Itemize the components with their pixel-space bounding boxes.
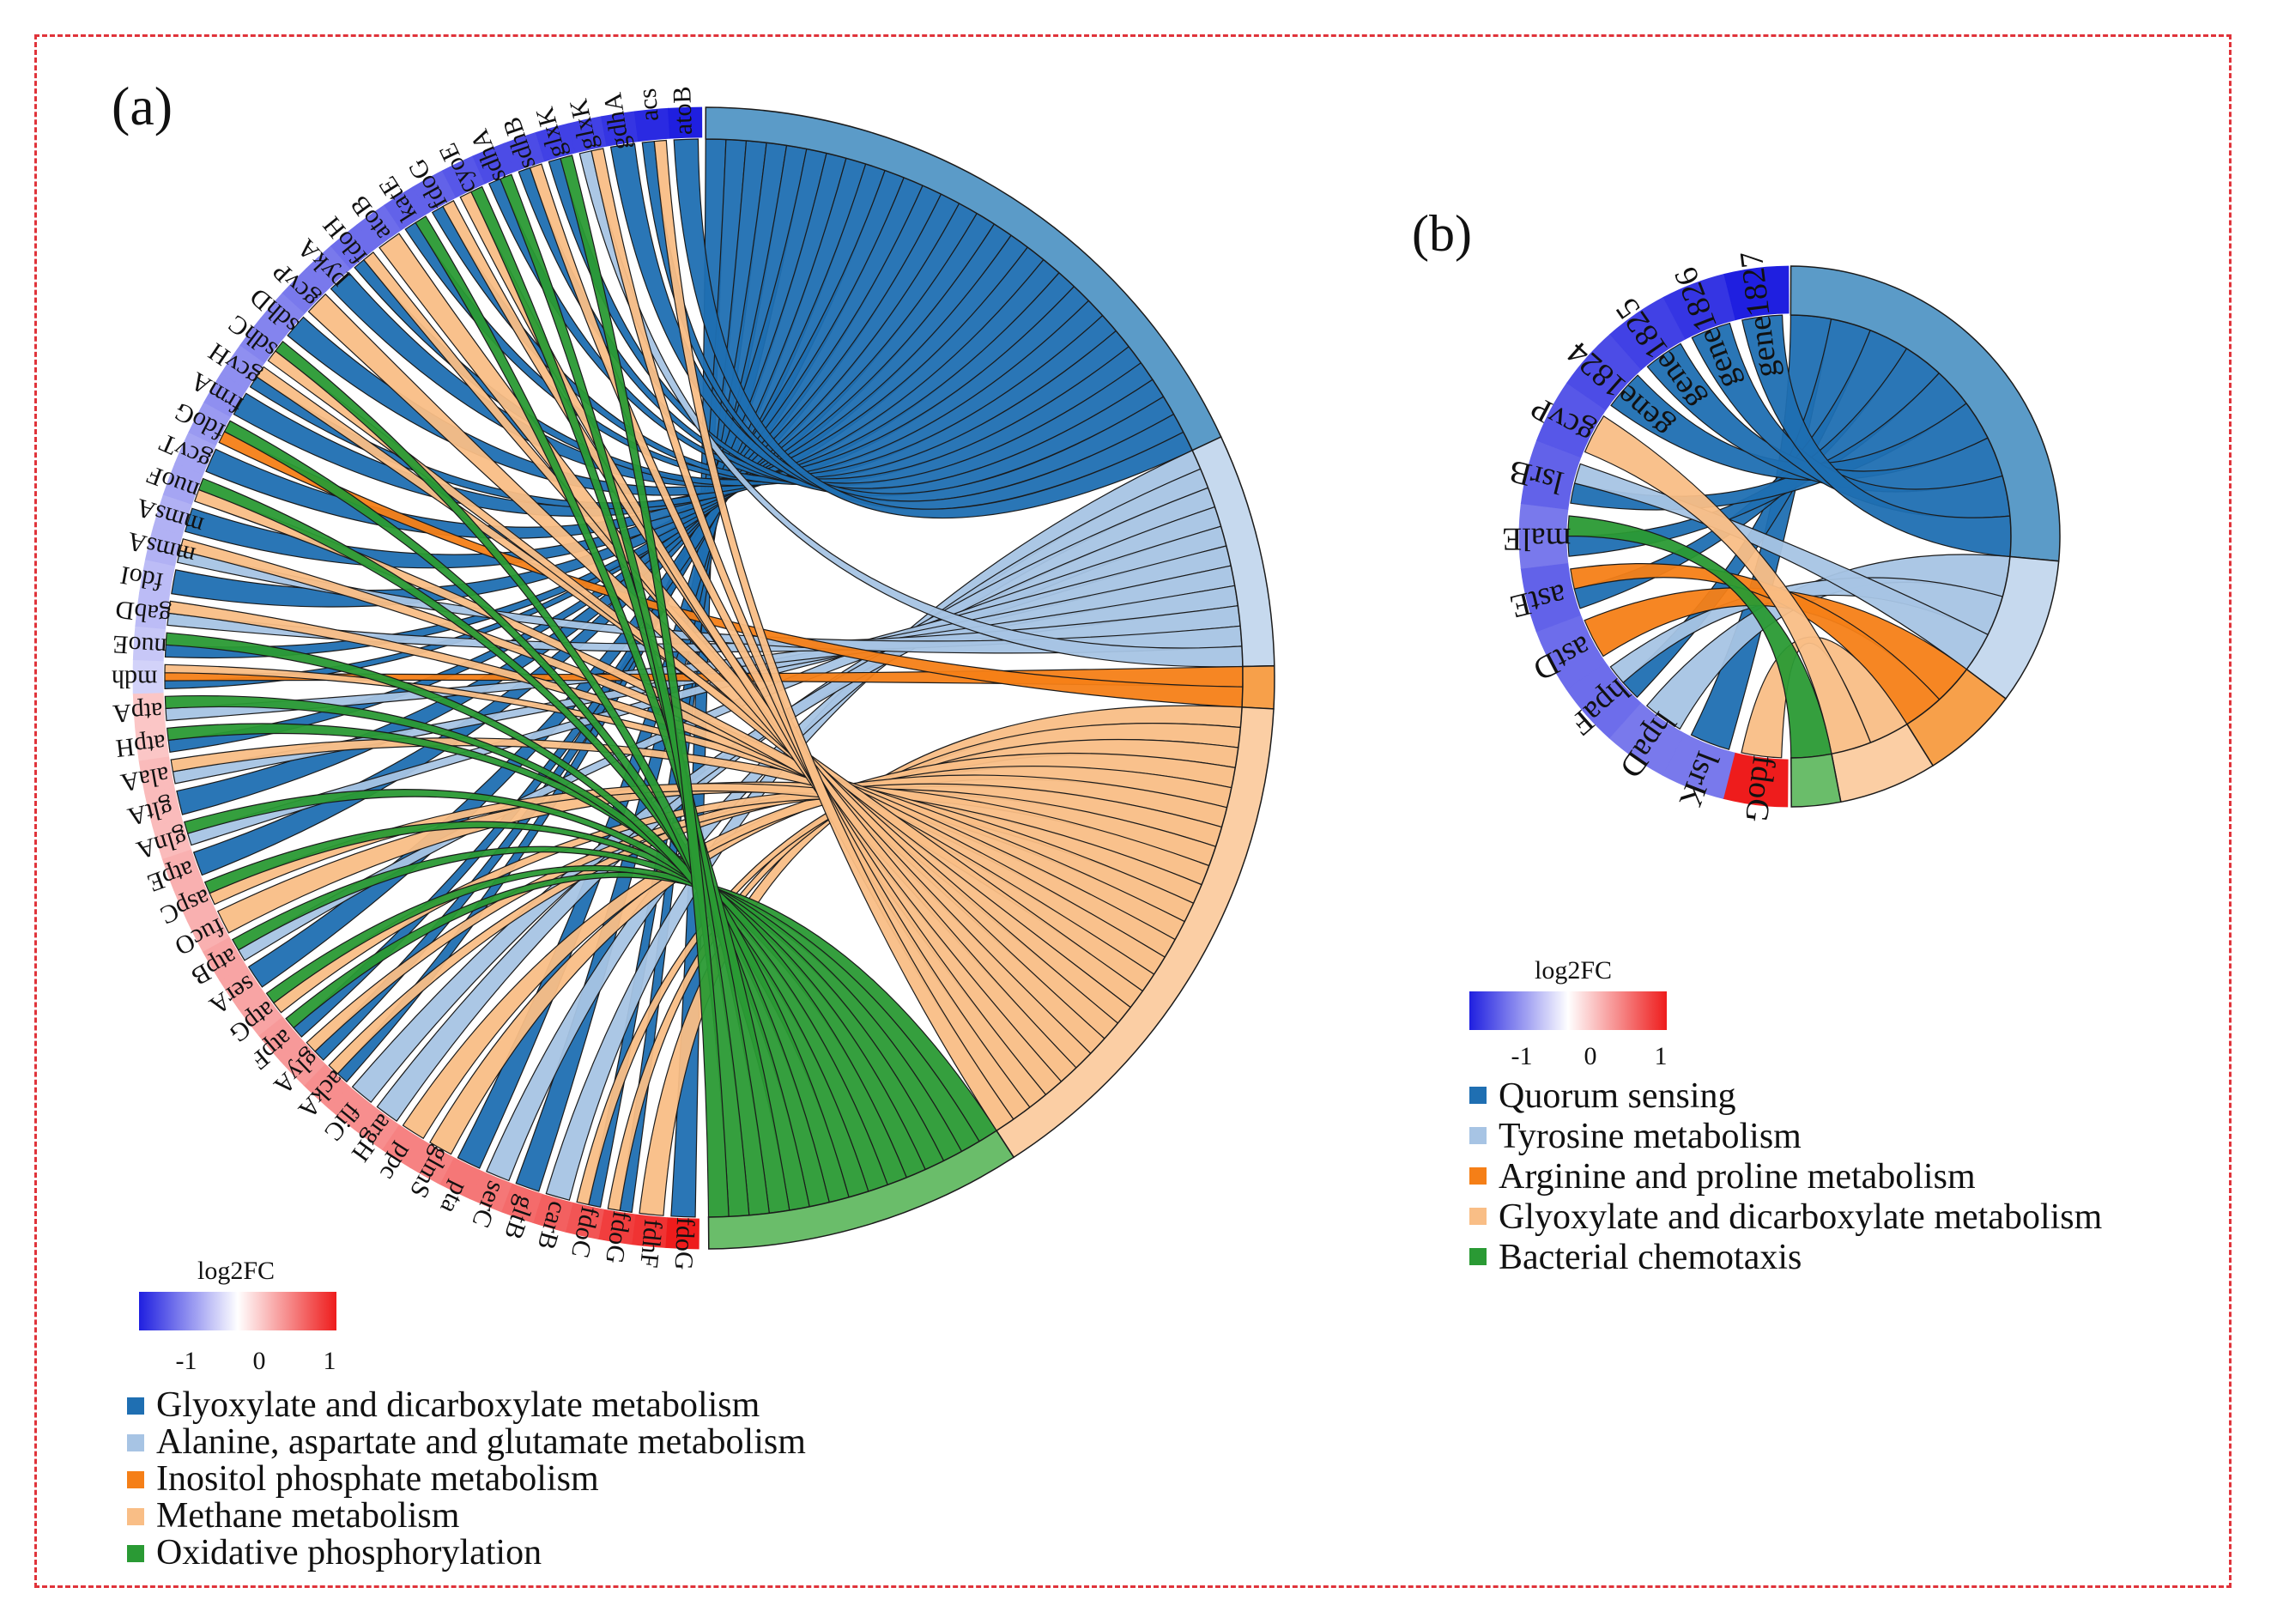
panel-b-pathway-arcs xyxy=(1790,265,2061,808)
colorbar-tick: 1 xyxy=(1655,1042,1668,1070)
legend-item: Arginine and proline metabolism xyxy=(1469,1157,1976,1197)
legend-swatch xyxy=(127,1434,144,1451)
legend-swatch xyxy=(1469,1087,1487,1104)
panel-a-colorbar: log2FC -1 0 1 xyxy=(139,1257,336,1375)
pathway-arc xyxy=(1241,664,1275,710)
panel-a-label: (a) xyxy=(112,76,173,136)
legend-swatch xyxy=(1469,1208,1487,1225)
panel-a: (a) fdoGfdhFfdoGfdoCcarBgltBserCptaglmSp… xyxy=(112,76,1275,1572)
chord-ribbon xyxy=(1573,463,1989,670)
legend-label: Arginine and proline metabolism xyxy=(1499,1157,1976,1197)
chord-ribbon xyxy=(578,150,1244,668)
legend-item: Methane metabolism xyxy=(127,1496,460,1536)
panel-a-gene-ring: fdoGfdhFfdoGfdoCcarBgltBserCptaglmSppcar… xyxy=(112,86,703,1270)
gene-label: atpH xyxy=(114,729,167,763)
legend-label: Quorum sensing xyxy=(1499,1076,1736,1116)
legend-label: Glyoxylate and dicarboxylate metabolism xyxy=(156,1385,760,1425)
colorbar-tick: 0 xyxy=(1584,1042,1597,1070)
chord-ribbon xyxy=(1741,314,2012,558)
chord-ribbon xyxy=(560,155,730,1218)
legend-label: Tyrosine metabolism xyxy=(1499,1117,1802,1156)
legend-item: Glyoxylate and dicarboxylate metabolism xyxy=(1469,1197,2103,1237)
legend-swatch xyxy=(127,1397,144,1415)
panel-b-gene-ring: fdoGlsrKhpaDhpaFastDastEmalElsrBgcvPgene… xyxy=(1502,249,1790,825)
legend-item: Quorum sensing xyxy=(1469,1076,1736,1116)
colorbar-title: log2FC xyxy=(1535,956,1612,985)
colorbar-tick: 0 xyxy=(253,1347,266,1375)
legend-label: Glyoxylate and dicarboxylate metabolism xyxy=(1499,1197,2103,1237)
chord-ribbon xyxy=(673,138,1193,519)
chord-ribbon xyxy=(1567,515,1832,759)
gene-segment xyxy=(667,106,703,139)
gene-segment xyxy=(1723,265,1790,321)
panel-b-colorbar: log2FC -1 0 1 xyxy=(1469,956,1668,1070)
colorbar-title: log2FC xyxy=(197,1257,275,1285)
legend-label: Alanine, aspartate and glutamate metabol… xyxy=(156,1422,806,1462)
colorbar-gradient xyxy=(139,1292,336,1330)
gene-label: acs xyxy=(633,88,664,123)
legend-swatch xyxy=(1469,1248,1487,1265)
gene-label: nuoE xyxy=(112,630,167,662)
legend-label: Methane metabolism xyxy=(156,1496,460,1536)
legend-swatch xyxy=(1469,1167,1487,1185)
gene-label: atoB xyxy=(668,86,698,136)
legend-item: Alanine, aspartate and glutamate metabol… xyxy=(127,1422,806,1462)
legend-item: Bacterial chemotaxis xyxy=(1469,1238,1802,1277)
chord-ribbon xyxy=(1584,415,1872,755)
colorbar-tick: 1 xyxy=(324,1347,336,1375)
panel-b-label: (b) xyxy=(1412,205,1472,262)
legend-swatch xyxy=(127,1471,144,1488)
legend-swatch xyxy=(127,1545,144,1562)
pathway-arc xyxy=(707,1130,1015,1250)
panel-a-chords xyxy=(164,138,1244,1218)
gene-label: malE xyxy=(1502,521,1571,557)
colorbar-tick: -1 xyxy=(1511,1042,1533,1070)
legend-item: Tyrosine metabolism xyxy=(1469,1117,1802,1156)
gene-label: fdoG xyxy=(1738,754,1783,825)
panel-b-legend: Quorum sensing Tyrosine metabolism Argin… xyxy=(1469,1076,2103,1277)
pathway-arc xyxy=(1790,753,1842,808)
legend-item: Glyoxylate and dicarboxylate metabolism xyxy=(127,1385,760,1425)
legend-item: Inositol phosphate metabolism xyxy=(127,1459,599,1499)
legend-label: Oxidative phosphorylation xyxy=(156,1533,542,1572)
legend-swatch xyxy=(1469,1127,1487,1144)
gene-label: fdhF xyxy=(634,1218,667,1270)
gene-label: gabD xyxy=(114,595,173,630)
legend-swatch xyxy=(127,1508,144,1525)
panel-b-chords xyxy=(1567,314,2012,759)
gene-label: fdoG xyxy=(669,1216,699,1270)
figure-border xyxy=(34,34,2232,1588)
legend-label: Inositol phosphate metabolism xyxy=(156,1459,599,1499)
chord-ribbon xyxy=(218,430,1244,708)
chord-ribbon xyxy=(653,139,1014,1132)
colorbar-tick: -1 xyxy=(176,1347,197,1375)
colorbar-gradient xyxy=(1469,991,1667,1030)
panel-a-legend: Glyoxylate and dicarboxylate metabolism … xyxy=(127,1385,806,1572)
legend-label: Bacterial chemotaxis xyxy=(1499,1238,1802,1277)
gene-label: atpA xyxy=(112,697,163,728)
gene-label: mdh xyxy=(112,664,157,693)
legend-item: Oxidative phosphorylation xyxy=(127,1533,542,1572)
panel-a-pathway-arcs xyxy=(705,106,1275,1250)
panel-b: (b) fdoGlsrKhpaDhpaFastDastEmalElsrBgcvP… xyxy=(1412,205,2103,1277)
